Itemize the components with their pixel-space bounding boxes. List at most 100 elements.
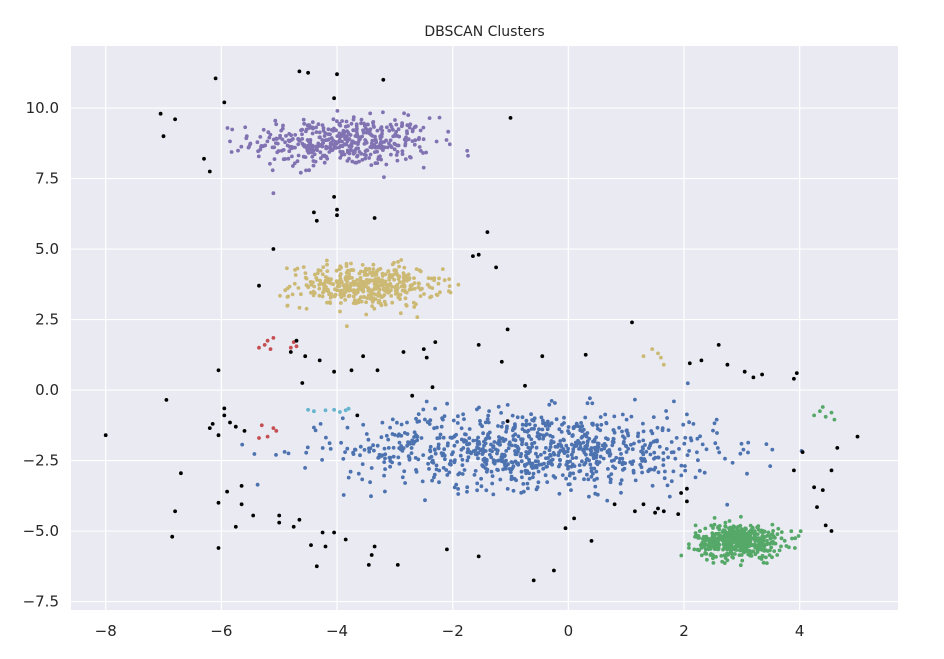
noise-point (332, 96, 336, 101)
cluster-point (306, 139, 311, 144)
cluster-point (692, 547, 697, 552)
cluster-point (595, 447, 600, 452)
cluster-point (325, 262, 329, 267)
cluster-point (304, 283, 309, 288)
noise-point (228, 420, 232, 425)
cluster-point (416, 457, 421, 462)
cluster-point (491, 492, 496, 497)
cluster-point (550, 462, 554, 467)
cluster-point (770, 447, 775, 452)
cluster-point (256, 149, 260, 154)
cluster-point (723, 524, 728, 528)
cluster-point (661, 451, 666, 455)
cluster-point (395, 143, 400, 148)
cluster-point (661, 463, 666, 467)
cluster-point (371, 278, 375, 283)
noise-point (164, 398, 169, 402)
cluster-point (739, 527, 744, 532)
cluster-point (263, 143, 268, 148)
cluster-point (358, 444, 363, 449)
cluster-point (571, 447, 576, 451)
cluster-point (756, 524, 761, 529)
cluster-point (372, 448, 376, 453)
cluster-point (479, 484, 484, 489)
cluster-point (592, 478, 597, 482)
cluster-point (366, 122, 370, 127)
cluster-point (693, 523, 698, 528)
noise-point (277, 513, 282, 518)
cluster-point (301, 265, 306, 269)
cluster-point (225, 126, 230, 130)
cluster-point (480, 424, 484, 429)
cluster-point (597, 460, 602, 464)
cluster-point (588, 462, 593, 467)
cluster-point (714, 555, 718, 559)
cluster-point (371, 123, 376, 128)
cluster-point (588, 447, 593, 452)
cluster-point (585, 440, 590, 445)
cluster-point (441, 466, 446, 470)
cluster-point (415, 438, 419, 443)
cluster-point (484, 458, 489, 463)
cluster-point (672, 399, 676, 404)
cluster-point (770, 555, 774, 560)
cluster-point (743, 526, 747, 531)
cluster-point (702, 470, 707, 475)
cluster-point (641, 452, 646, 457)
cluster-point (566, 425, 571, 429)
noise-point (271, 247, 276, 251)
cluster-point (717, 450, 722, 455)
cluster-point (611, 464, 615, 469)
cluster-point (777, 548, 782, 553)
cluster-point (671, 469, 676, 474)
cluster-point (312, 272, 317, 277)
cluster-point (544, 446, 548, 450)
cluster-point (510, 428, 515, 433)
cluster-point (287, 132, 292, 136)
cluster-point (577, 469, 582, 474)
cluster-point (713, 441, 718, 446)
cluster-point (303, 155, 308, 160)
noise-point (612, 502, 617, 507)
cluster-point (593, 484, 598, 489)
cluster-point (442, 447, 447, 452)
cluster-point (527, 422, 532, 427)
noise-point (179, 471, 183, 476)
cluster-point (751, 537, 756, 541)
noise-point (372, 216, 377, 220)
cluster-point (499, 424, 504, 429)
cluster-point (371, 443, 375, 448)
cluster-point (386, 437, 391, 442)
cluster-point (412, 286, 417, 291)
cluster-point (717, 543, 722, 547)
cluster-point (406, 440, 410, 444)
cluster-point (426, 276, 431, 280)
cluster-point (476, 435, 480, 440)
cluster-point (397, 292, 401, 297)
cluster-point (430, 458, 435, 463)
cluster-point (404, 303, 408, 307)
cluster-point (721, 547, 725, 552)
cluster-point (391, 445, 396, 450)
cluster-point (377, 287, 382, 292)
cluster-point (416, 137, 421, 142)
cluster-point (279, 128, 284, 133)
cluster-point (536, 469, 541, 474)
cluster-point (496, 424, 500, 428)
cluster-point (510, 413, 515, 418)
cluster-point (620, 429, 624, 434)
cluster-point (324, 435, 328, 440)
cluster-point (570, 434, 575, 438)
cluster-point (557, 464, 561, 469)
cluster-point (520, 437, 525, 442)
cluster-point (438, 432, 443, 437)
cluster-point (456, 282, 461, 287)
cluster-point (239, 144, 244, 149)
cluster-point (769, 540, 774, 545)
cluster-point (549, 441, 553, 446)
cluster-point (429, 294, 434, 299)
cluster-point (338, 309, 342, 314)
noise-point (641, 502, 646, 507)
cluster-point (473, 469, 478, 473)
cluster-point (417, 145, 422, 149)
